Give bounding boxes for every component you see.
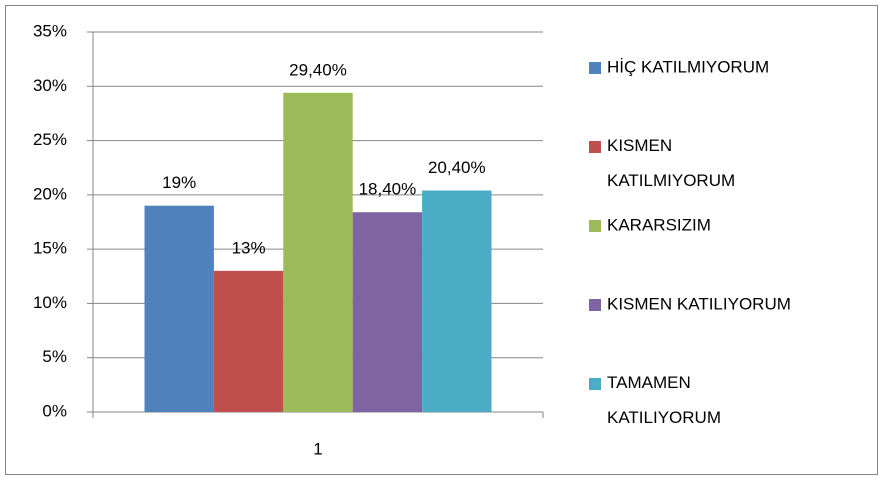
- legend-label: TAMAMEN KATILIYORUM: [607, 373, 721, 427]
- legend-label: KISMEN KATILIYORUM: [607, 294, 791, 313]
- legend-label: HİÇ KATILMIYORUM: [607, 57, 769, 76]
- y-tick-label: 15%: [33, 239, 67, 258]
- legend-label: KISMEN KATILMIYORUM: [607, 136, 735, 190]
- y-tick-label: 10%: [33, 293, 67, 312]
- data-label: 29,40%: [289, 60, 347, 79]
- legend-swatch: [589, 220, 601, 232]
- bar: [352, 212, 423, 412]
- y-tick-label: 35%: [33, 21, 67, 40]
- y-tick-label: 20%: [33, 184, 67, 203]
- bar: [283, 92, 353, 413]
- bar: [422, 190, 492, 412]
- y-tick-label: 30%: [33, 76, 67, 95]
- legend-line: KATILIYORUM: [607, 408, 721, 427]
- data-label: 18,40%: [359, 180, 417, 199]
- legend-swatch: [589, 378, 601, 390]
- x-tick-label: 1: [313, 439, 322, 458]
- data-label: 20,40%: [428, 158, 486, 177]
- y-tick-label: 0%: [42, 401, 67, 420]
- legend-line: TAMAMEN: [607, 373, 691, 392]
- legend-swatch: [589, 62, 601, 74]
- data-label: 19%: [162, 173, 196, 192]
- legend-line: KISMEN: [607, 136, 672, 155]
- bar: [144, 205, 214, 412]
- legend-swatch: [589, 299, 601, 311]
- y-tick-label: 25%: [33, 130, 67, 149]
- bar: [213, 270, 284, 412]
- legend-label: KARARSIZIM: [607, 215, 711, 234]
- data-label: 13%: [232, 238, 266, 257]
- legend-line: KATILMIYORUM: [607, 171, 735, 190]
- y-tick-label: 5%: [42, 347, 67, 366]
- legend-swatch: [589, 141, 601, 153]
